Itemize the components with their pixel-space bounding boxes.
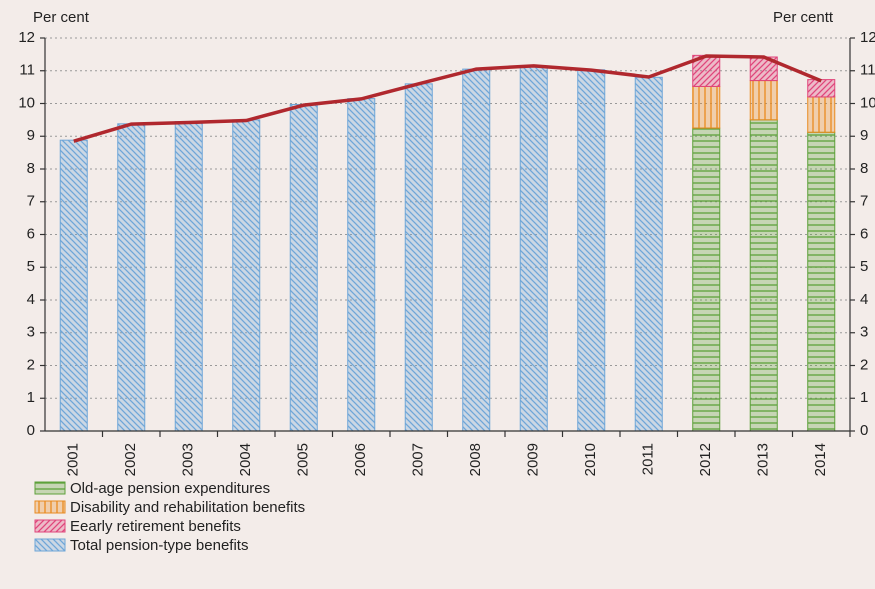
y-tick-label: 0 (27, 422, 35, 439)
y2-tick-label: 4 (860, 291, 868, 308)
bar (807, 79, 836, 98)
y-tick-label: 1 (27, 389, 35, 406)
y2-tick-label: 12 (860, 29, 875, 46)
bar (807, 96, 836, 133)
y2-tick-label: 11 (860, 62, 875, 79)
legend-swatch (34, 538, 66, 552)
bar (232, 119, 261, 432)
x-tick-label: 2014 (812, 443, 829, 476)
y-tick-label: 3 (27, 324, 35, 341)
y-axis-label: Per cent (33, 9, 90, 26)
bar (347, 98, 376, 432)
bar (289, 103, 318, 432)
bar (117, 123, 146, 432)
bar (519, 66, 548, 432)
legend-swatch (34, 481, 66, 495)
y-tick-label: 2 (27, 356, 35, 373)
y-tick-label: 9 (27, 127, 35, 144)
bar (462, 68, 491, 432)
x-tick-label: 2007 (410, 443, 427, 476)
bar (749, 119, 778, 432)
y2-tick-label: 7 (860, 193, 868, 210)
bar (807, 131, 836, 432)
y2-tick-label: 9 (860, 127, 868, 144)
x-tick-label: 2011 (640, 443, 657, 475)
y2-tick-label: 2 (860, 356, 868, 373)
x-tick-label: 2008 (467, 443, 484, 476)
bar (692, 127, 721, 432)
bar (59, 139, 88, 432)
legend-swatch (34, 500, 66, 514)
x-tick-label: 2004 (237, 443, 254, 476)
legend-label: Old-age pension expenditures (70, 480, 270, 497)
bar (634, 76, 663, 432)
y-tick-label: 10 (18, 94, 35, 111)
x-tick-label: 2003 (180, 443, 197, 476)
bar (577, 69, 606, 432)
y2-axis-label: Per centt (773, 9, 834, 26)
bar (174, 121, 203, 432)
y-tick-label: 11 (19, 62, 35, 79)
y2-tick-label: 1 (860, 389, 868, 406)
bar (749, 80, 778, 121)
x-tick-label: 2005 (295, 443, 312, 476)
bar (692, 85, 721, 129)
x-tick-label: 2009 (525, 443, 542, 476)
y2-tick-label: 6 (860, 225, 868, 242)
x-tick-label: 2001 (65, 443, 82, 476)
x-tick-label: 2002 (122, 443, 139, 476)
line (73, 54, 822, 143)
legend-swatch (34, 519, 66, 533)
y-tick-label: 7 (27, 193, 35, 210)
y2-tick-label: 5 (860, 258, 868, 275)
y2-tick-label: 3 (860, 324, 868, 341)
y-tick-label: 8 (27, 160, 35, 177)
x-tick-label: 2013 (755, 443, 772, 476)
legend-label: Eearly retirement benefits (70, 518, 241, 535)
x-tick-label: 2010 (582, 443, 599, 476)
bar (404, 83, 433, 432)
y2-tick-label: 8 (860, 160, 868, 177)
x-tick-label: 2006 (352, 443, 369, 476)
y2-tick-label: 10 (860, 94, 875, 111)
y-tick-label: 12 (18, 29, 35, 46)
x-tick-label: 2012 (697, 443, 714, 476)
y-tick-label: 5 (27, 258, 35, 275)
y-tick-label: 4 (27, 291, 35, 308)
legend-label: Total pension-type benefits (70, 537, 248, 554)
y2-tick-label: 0 (860, 422, 868, 439)
legend-label: Disability and rehabilitation benefits (70, 499, 305, 516)
y-tick-label: 6 (27, 225, 35, 242)
